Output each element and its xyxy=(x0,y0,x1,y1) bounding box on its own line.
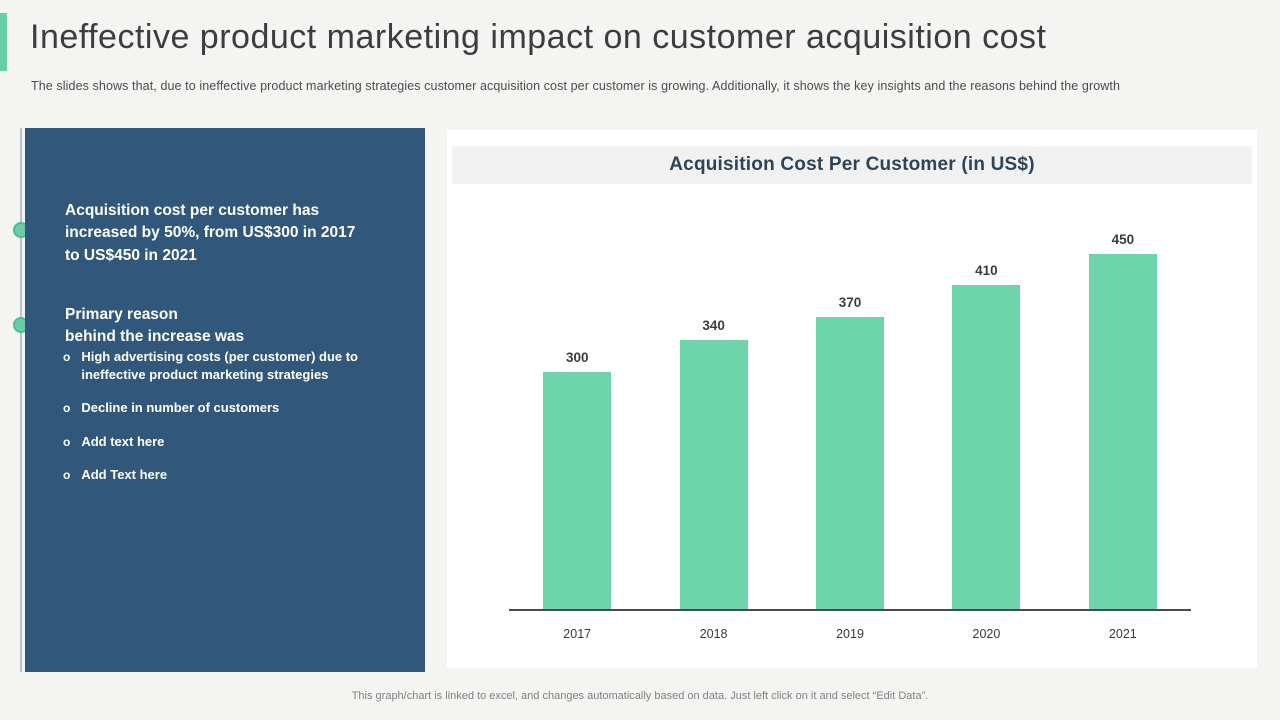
insight-primary-text: Acquisition cost per customer has increa… xyxy=(65,202,356,264)
title-accent-bar xyxy=(0,13,7,71)
bullet-text: High advertising costs (per customer) du… xyxy=(81,349,358,383)
bar-value-label: 370 xyxy=(838,294,862,310)
insight-bullet-list: o High advertising costs (per customer) d… xyxy=(63,348,375,499)
bar xyxy=(679,340,748,609)
bar-chart-plot-area: 300 340 370 410 450 xyxy=(509,214,1191,611)
bar-column: 340 xyxy=(645,214,781,609)
timeline-line xyxy=(20,128,22,672)
bar xyxy=(1088,253,1157,609)
x-axis-tick-label: 2020 xyxy=(972,627,1001,641)
bar-value-label: 410 xyxy=(975,263,998,279)
x-axis-tick-label: 2018 xyxy=(699,627,728,641)
x-axis-tick-label: 2017 xyxy=(563,627,592,641)
bullet-text: Decline in number of customers xyxy=(81,400,280,416)
chart-object[interactable]: Acquisition Cost Per Customer (in US$) 3… xyxy=(447,130,1257,668)
insight-bullet-item: o Add Text here xyxy=(63,466,375,484)
bar xyxy=(952,285,1021,609)
page-title: Ineffective product marketing impact on … xyxy=(30,18,1047,56)
bar-column: 410 xyxy=(918,214,1054,609)
bullet-text: Add text here xyxy=(81,433,165,449)
x-axis-tick-label: 2021 xyxy=(1108,627,1137,641)
bullet-marker-icon: o xyxy=(63,401,71,416)
bar-value-label: 340 xyxy=(702,318,725,334)
bar-column: 450 xyxy=(1055,214,1191,609)
bar-value-label: 450 xyxy=(1111,231,1135,247)
insights-panel: Acquisition cost per customer has increa… xyxy=(25,128,425,672)
bullet-marker-icon: o xyxy=(63,467,71,482)
insight-bullet-item: o Decline in number of customers xyxy=(63,399,375,417)
slide-footer-note: This graph/chart is linked to excel, and… xyxy=(351,690,929,702)
bar-value-label: 300 xyxy=(565,350,589,365)
bar xyxy=(816,316,885,609)
x-axis-labels: 2017 2018 2019 2020 2021 xyxy=(509,627,1191,641)
bullet-marker-icon: o xyxy=(63,350,71,364)
bullet-text: Add Text here xyxy=(81,466,168,482)
insight-secondary-title: Primary reason behind the increase was xyxy=(65,306,245,345)
chart-title: Acquisition Cost Per Customer (in US$) xyxy=(452,146,1252,184)
bullet-marker-icon: o xyxy=(63,434,71,449)
insight-bullet-item: o High advertising costs (per customer) d… xyxy=(63,348,375,384)
bar xyxy=(543,372,612,609)
bar-column: 370 xyxy=(782,214,918,609)
insight-bullet-item: o Add text here xyxy=(63,433,375,451)
page-subtitle: The slides shows that, due to ineffectiv… xyxy=(31,79,1121,93)
x-axis-tick-label: 2019 xyxy=(836,627,864,641)
bar-column: 300 xyxy=(509,214,645,609)
